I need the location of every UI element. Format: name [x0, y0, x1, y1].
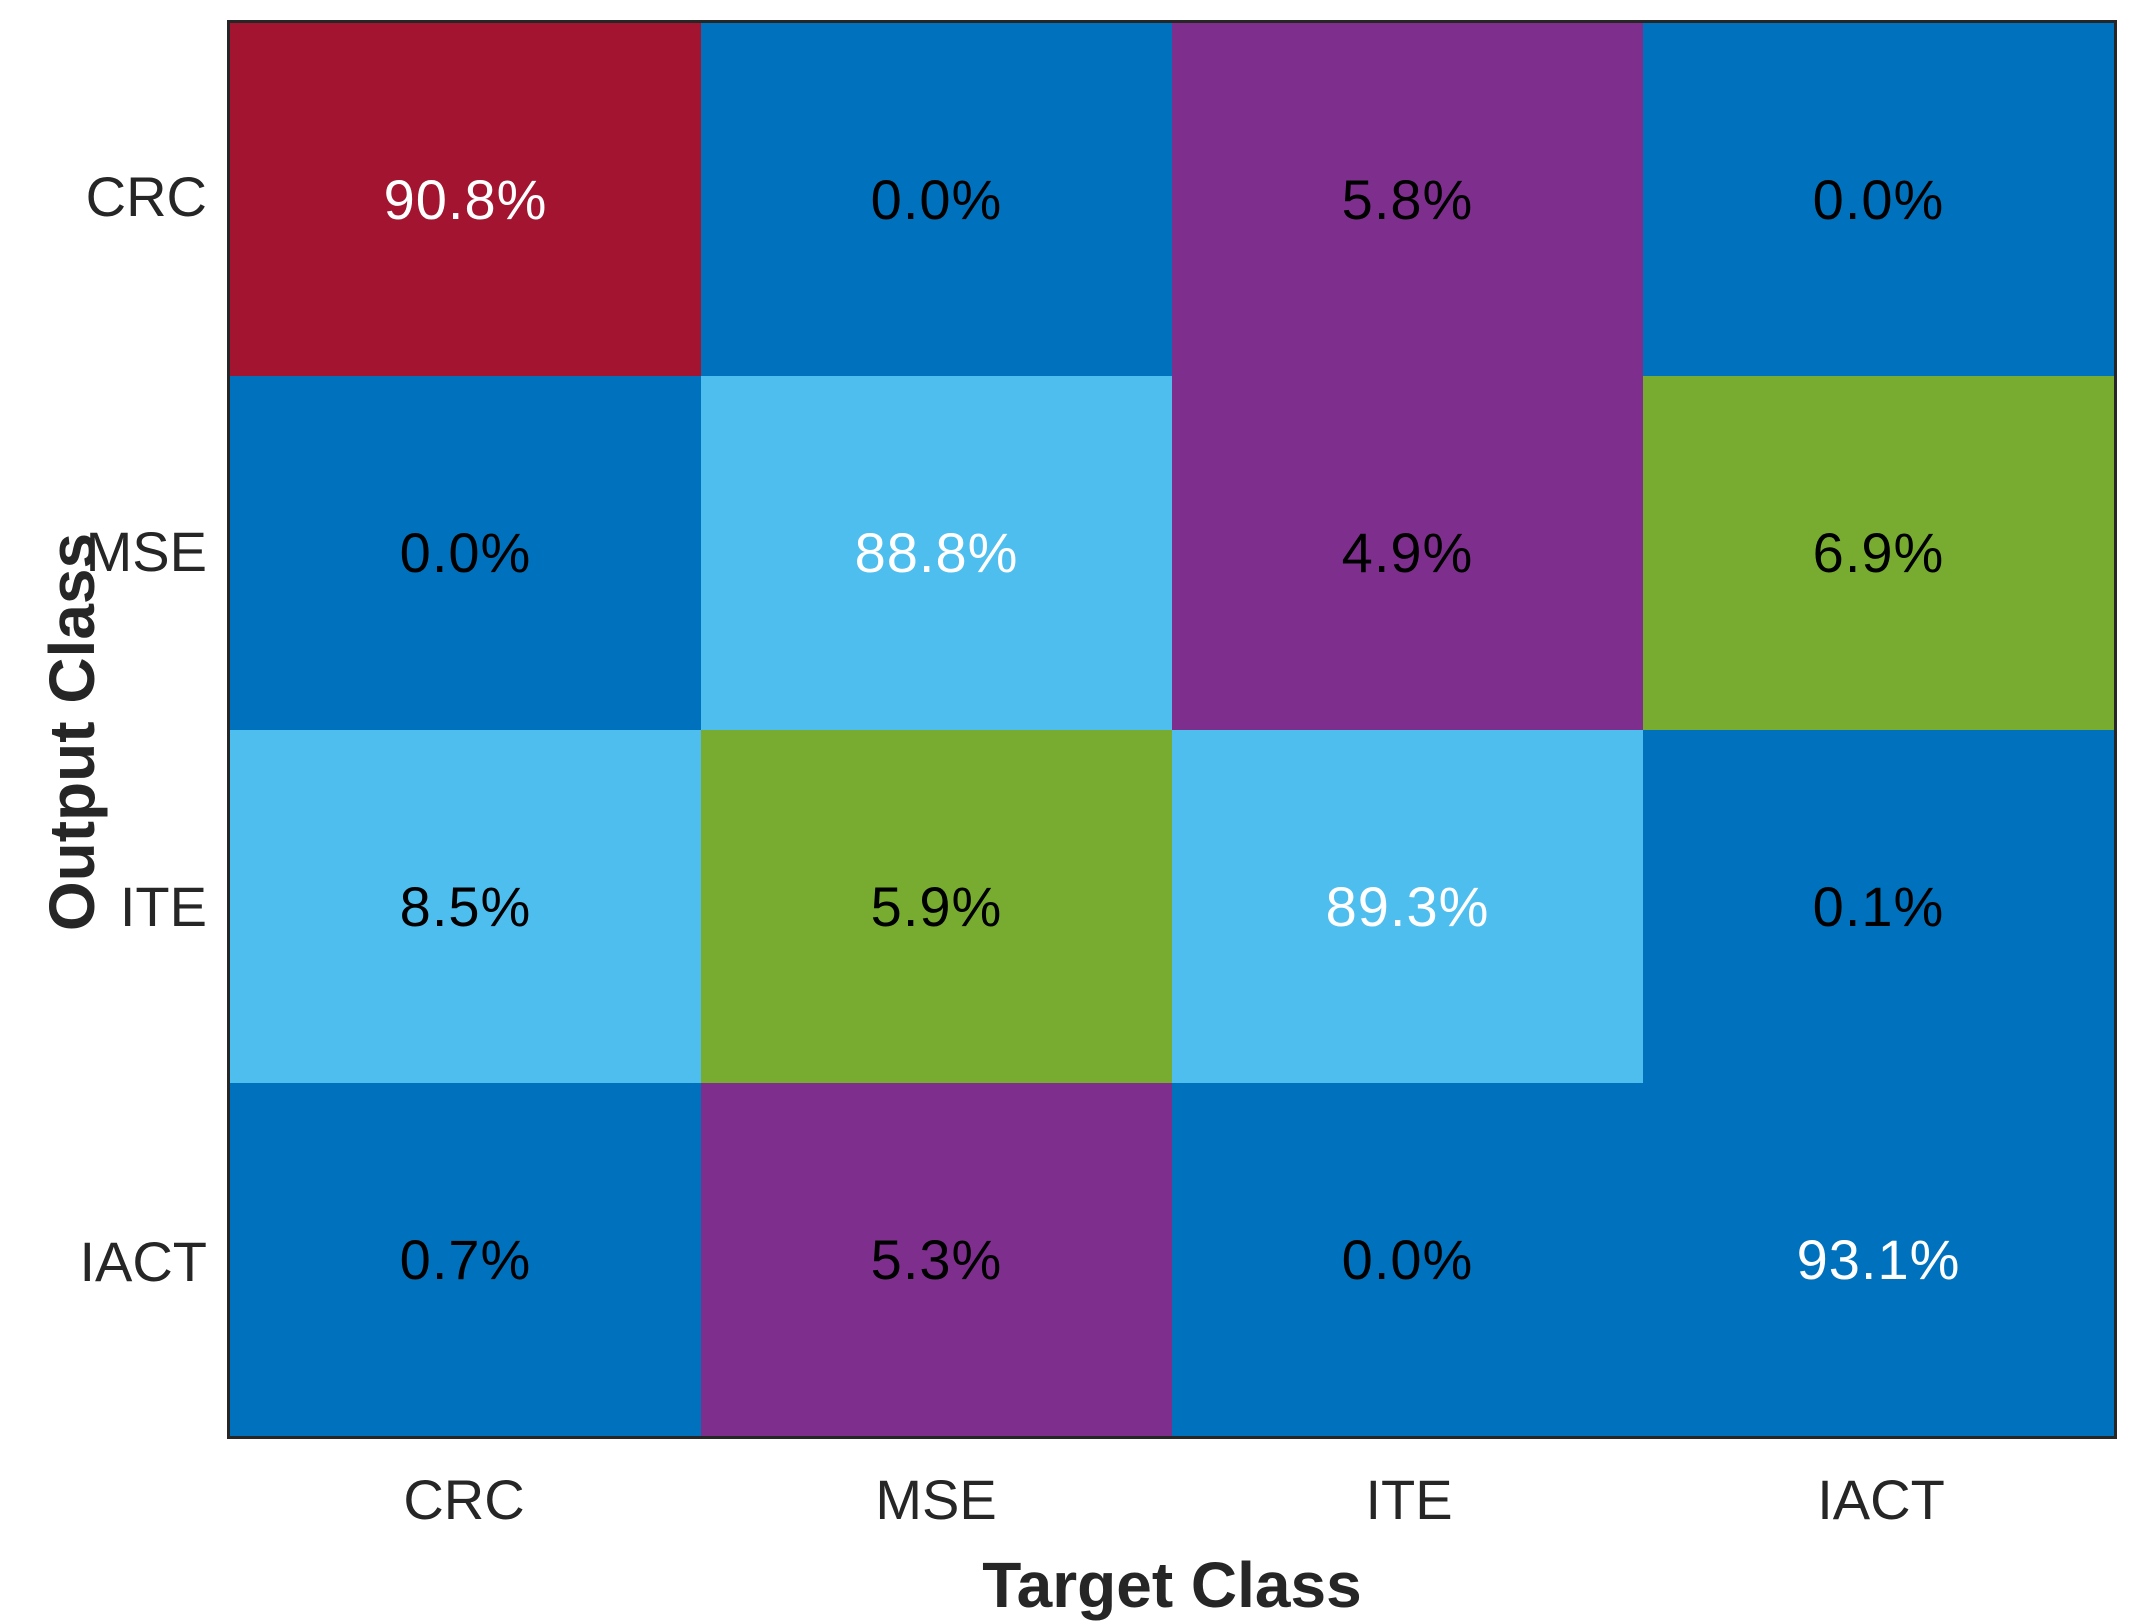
matrix-cell-ite-iact: 0.1%: [1643, 729, 2114, 1083]
y-tick-iact: IACT: [79, 1230, 207, 1293]
matrix-cell-mse-mse: 88.8%: [701, 376, 1172, 730]
matrix-cell-mse-ite: 4.9%: [1172, 376, 1643, 730]
matrix-cell-crc-ite: 5.8%: [1172, 23, 1643, 377]
y-tick-crc: CRC: [85, 165, 207, 228]
matrix-plot-area: 90.8% 0.0% 5.8% 0.0% 0.0% 88.8% 4.9% 6.9…: [227, 20, 2117, 1439]
matrix-cell-mse-crc: 0.0%: [230, 376, 701, 730]
y-axis-title: Output Class: [36, 532, 108, 932]
matrix-cell-crc-crc: 90.8%: [230, 23, 701, 377]
matrix-cell-ite-mse: 5.9%: [701, 729, 1172, 1083]
matrix-cell-iact-iact: 93.1%: [1643, 1082, 2114, 1436]
matrix-cell-iact-crc: 0.7%: [230, 1082, 701, 1436]
x-tick-crc: CRC: [403, 1468, 525, 1531]
matrix-cell-iact-ite: 0.0%: [1172, 1082, 1643, 1436]
matrix-cell-iact-mse: 5.3%: [701, 1082, 1172, 1436]
x-tick-ite: ITE: [1365, 1468, 1453, 1531]
x-axis-title: Target Class: [982, 1549, 1362, 1621]
matrix-cell-mse-iact: 6.9%: [1643, 376, 2114, 730]
matrix-cell-ite-crc: 8.5%: [230, 729, 701, 1083]
matrix-cell-crc-iact: 0.0%: [1643, 23, 2114, 377]
y-tick-ite: ITE: [119, 875, 207, 938]
x-tick-iact: IACT: [1817, 1468, 1945, 1531]
x-tick-mse: MSE: [875, 1468, 997, 1531]
matrix-cell-ite-ite: 89.3%: [1172, 729, 1643, 1083]
y-tick-mse: MSE: [85, 520, 207, 583]
matrix-cell-crc-mse: 0.0%: [701, 23, 1172, 377]
